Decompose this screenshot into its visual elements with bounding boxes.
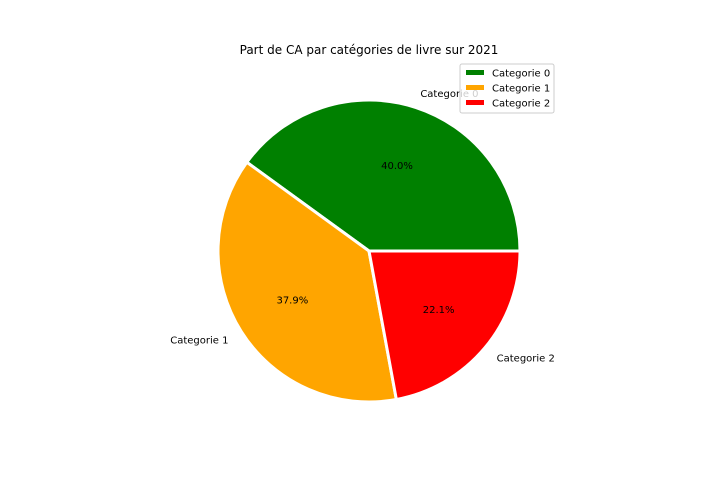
legend-swatch-categorie-1 [466, 85, 484, 90]
pct-label-categorie-1: 37.9% [276, 295, 308, 306]
pie-slice-categorie-2 [367, 249, 522, 401]
legend: Categorie 0 Categorie 1 Categorie 2 [459, 63, 555, 114]
legend-swatch-categorie-2 [466, 100, 484, 105]
legend-swatch-categorie-0 [466, 70, 484, 75]
legend-label-categorie-2: Categorie 2 [492, 99, 550, 110]
slice-label-categorie-0: Categorie 0 [420, 89, 478, 100]
pie-slice-categorie-0 [245, 98, 522, 253]
legend-label-categorie-0: Categorie 0 [492, 69, 550, 80]
legend-label-categorie-1: Categorie 1 [492, 84, 550, 95]
pct-label-categorie-0: 40.0% [381, 161, 413, 172]
slice-labels: Categorie 0 Categorie 1 Categorie 2 [170, 89, 555, 364]
pie-slices [216, 98, 522, 404]
slice-label-categorie-2: Categorie 2 [497, 353, 555, 364]
percentage-labels: 40.0% 37.9% 22.1% [276, 161, 454, 316]
pie-slice-categorie-1 [216, 160, 398, 404]
pct-label-categorie-2: 22.1% [423, 305, 455, 316]
chart-title: Part de CA par catégories de livre sur 2… [240, 43, 499, 57]
slice-label-categorie-1: Categorie 1 [170, 336, 228, 347]
